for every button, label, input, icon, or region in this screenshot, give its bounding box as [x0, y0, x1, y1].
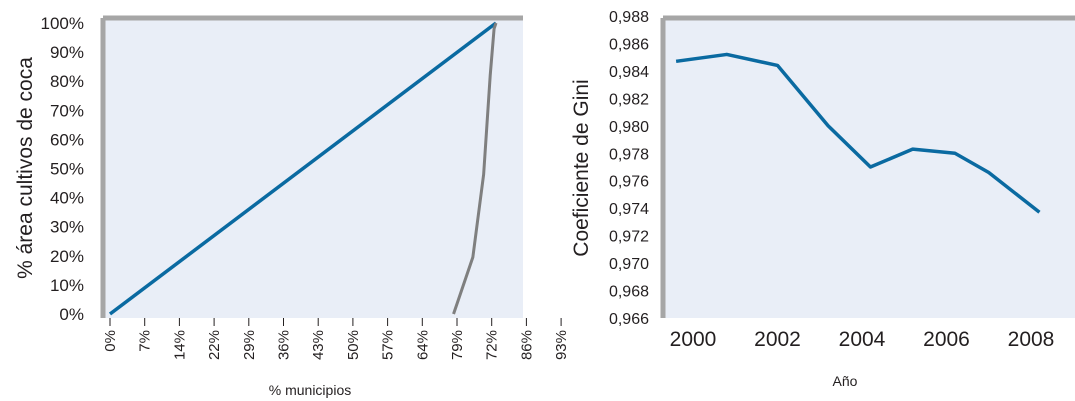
y-tick-label: 0,982	[609, 91, 649, 108]
y-tick-label: 0,972	[609, 229, 649, 246]
y-tick-label: 0,968	[609, 284, 649, 301]
x-tick-label: 64%	[414, 330, 431, 360]
y-tick-label: 0,988	[609, 9, 649, 26]
y-tick-label: 80%	[50, 72, 84, 91]
x-tick-label: 57%	[380, 330, 397, 360]
gini-line	[675, 52, 1041, 214]
y-tick-label: 0%	[59, 305, 84, 324]
lorenz-chart: 0% 10% 20% 30% 40% 50% 60% 70% 80% 90% 100% 0% 7% 14…	[14, 14, 570, 398]
series-lines	[108, 21, 498, 316]
plot-frame	[660, 15, 1075, 318]
x-tick-label: 43%	[310, 330, 327, 360]
x-tick-label: 72%	[484, 330, 501, 360]
gini-chart: 0,966 0,968 0,970 0,972 0,974 0,976 0,978 0,980…	[570, 9, 1075, 389]
equality-line	[108, 21, 498, 316]
x-tick-label: 22%	[206, 330, 223, 360]
x-tick-label: 50%	[345, 330, 362, 360]
x-axis-title: % municipios	[269, 382, 351, 398]
x-tick-label: 86%	[518, 330, 535, 360]
plot-frame	[100, 15, 523, 318]
y-tick-label: 70%	[50, 101, 84, 120]
y-tick-label: 0,974	[609, 201, 649, 218]
y-tick-label: 0,978	[609, 146, 649, 163]
x-tick-label: 79%	[449, 330, 466, 360]
y-tick-label: 0,970	[609, 256, 649, 273]
x-tick-label: 0%	[102, 330, 119, 352]
y-tick-label: 0,980	[609, 119, 649, 136]
y-axis-title: Coeficiente de Gini	[570, 79, 593, 256]
y-tick-label: 0,966	[609, 311, 649, 328]
x-tick-label: 2004	[839, 328, 886, 351]
x-tick-label: 93%	[553, 330, 570, 360]
y-tick-label: 0,976	[609, 174, 649, 191]
y-tick-label: 30%	[50, 218, 84, 237]
x-tick-label: 2000	[670, 328, 717, 351]
x-axis-ticks: 0% 7% 14% 22% 29% 36% 43% 50% 57% 64% 79% 72% 86% 93%	[102, 318, 570, 360]
x-axis-title: Año	[833, 373, 858, 389]
y-tick-label: 10%	[50, 276, 84, 295]
x-tick-label: 2006	[923, 328, 970, 351]
y-tick-label: 60%	[50, 130, 84, 149]
x-tick-label: 29%	[241, 330, 258, 360]
x-tick-label: 7%	[137, 330, 154, 352]
y-axis-ticks: 0,966 0,968 0,970 0,972 0,974 0,976 0,978 0,980…	[609, 9, 649, 328]
y-tick-label: 100%	[41, 14, 84, 33]
y-axis-ticks: 0% 10% 20% 30% 40% 50% 60% 70% 80% 90% 100%	[41, 14, 84, 324]
lorenz-curve	[452, 22, 498, 315]
y-tick-label: 50%	[50, 160, 84, 179]
x-tick-label: 2002	[754, 328, 801, 351]
x-tick-label: 2008	[1008, 328, 1055, 351]
y-tick-label: 20%	[50, 247, 84, 266]
y-axis-title: % área cultivos de coca	[14, 57, 37, 279]
y-tick-label: 0,984	[609, 64, 649, 81]
y-tick-label: 90%	[50, 43, 84, 62]
x-tick-label: 14%	[171, 330, 188, 360]
y-tick-label: 0,986	[609, 36, 649, 53]
series-lines	[675, 52, 1041, 214]
x-tick-label: 36%	[276, 330, 293, 360]
y-tick-label: 40%	[50, 189, 84, 208]
x-axis-ticks: 2000 2002 2004 2006 2008	[670, 328, 1055, 351]
